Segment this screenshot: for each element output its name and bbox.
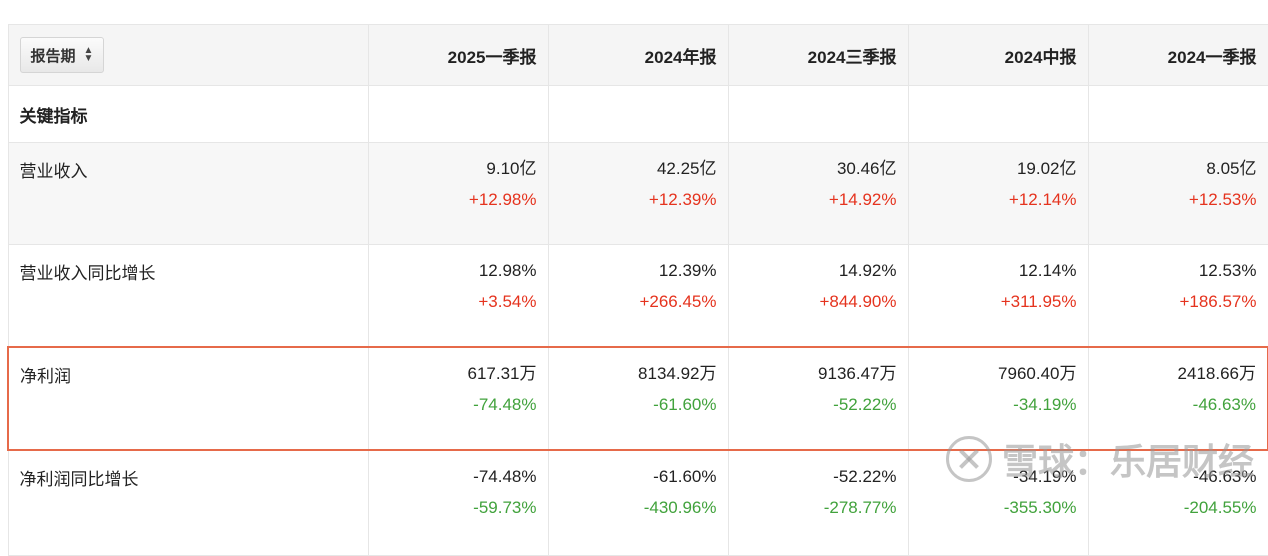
financial-indicators-table: 报告期 ▲ ▼ 2025一季报 2024年报 2024三季报 2024中报 202… [7, 24, 1268, 556]
table-cell: 12.98% +3.54% [367, 244, 549, 348]
period-header-2024q3: 2024三季报 [727, 24, 909, 86]
table-row-net-profit-yoy: 净利润同比增长 -74.48% -59.73% -61.60% -430.96% -52.… [7, 450, 1268, 556]
sort-arrows-icon: ▲ ▼ [83, 45, 94, 64]
cell-value: -52.22% [833, 467, 897, 486]
table-row-revenue: 营业收入 9.10亿 +12.98% 42.25亿 +12.39% 30.46亿 +14.9… [7, 142, 1268, 245]
table-cell: 12.53% +186.57% [1087, 244, 1268, 348]
table-cell: -52.22% -278.77% [727, 450, 909, 556]
section-label: 关键指标 [7, 85, 369, 143]
cell-change: -59.73% [473, 498, 537, 517]
cell-change: +266.45% [639, 292, 717, 311]
cell-value: 42.25亿 [656, 159, 717, 178]
cell-value: -34.19% [1013, 467, 1077, 486]
table-cell: -74.48% -59.73% [367, 450, 549, 556]
cell-change: -430.96% [643, 498, 717, 517]
period-header-2024-annual: 2024年报 [547, 24, 729, 86]
table-row-net-profit: 净利润 617.31万 -74.48% 8134.92万 -61.60% 9136.47万… [7, 346, 1268, 451]
cell-value: 12.39% [658, 261, 717, 280]
cell-change: +186.57% [1179, 292, 1257, 311]
report-period-header-cell: 报告期 ▲ ▼ [7, 24, 369, 86]
table-cell: -46.63% -204.55% [1087, 450, 1268, 556]
table-cell: -34.19% -355.30% [907, 450, 1089, 556]
table-cell: 14.92% +844.90% [727, 244, 909, 348]
cell-value: 9136.47万 [818, 364, 897, 383]
row-label: 净利润 [7, 346, 369, 451]
report-period-sort-label: 报告期 [30, 47, 76, 65]
table-cell: 7960.40万 -34.19% [907, 346, 1089, 451]
cell-value: 12.14% [1018, 261, 1077, 280]
table-cell: 42.25亿 +12.39% [547, 142, 729, 245]
table-cell: 9136.47万 -52.22% [727, 346, 909, 451]
cell-change: -34.19% [1013, 395, 1077, 414]
period-header-2024-interim: 2024中报 [907, 24, 1089, 86]
cell-change: -52.22% [833, 395, 897, 414]
cell-change: +12.53% [1188, 190, 1257, 209]
cell-change: +12.39% [648, 190, 717, 209]
cell-value: 8134.92万 [638, 364, 717, 383]
cell-value: -46.63% [1193, 467, 1257, 486]
cell-change: -46.63% [1192, 395, 1256, 414]
cell-change: +12.14% [1008, 190, 1077, 209]
cell-change: -278.77% [823, 498, 897, 517]
cell-value: 617.31万 [467, 364, 537, 383]
cell-change: -61.60% [653, 395, 717, 414]
row-label: 净利润同比增长 [7, 450, 369, 556]
header-row: 报告期 ▲ ▼ 2025一季报 2024年报 2024三季报 2024中报 202… [7, 24, 1268, 86]
report-period-sort-button[interactable]: 报告期 ▲ ▼ [19, 37, 105, 73]
table-cell: 12.14% +311.95% [907, 244, 1089, 348]
cell-change: +3.54% [478, 292, 537, 311]
table-cell: 617.31万 -74.48% [367, 346, 549, 451]
cell-change: +12.98% [468, 190, 537, 209]
cell-change: -355.30% [1003, 498, 1077, 517]
table-cell: 12.39% +266.45% [547, 244, 729, 348]
table-cell: 30.46亿 +14.92% [727, 142, 909, 245]
cell-change: -204.55% [1183, 498, 1257, 517]
table-cell: 8134.92万 -61.60% [547, 346, 729, 451]
financial-indicators-table-container: 报告期 ▲ ▼ 2025一季报 2024年报 2024三季报 2024中报 202… [7, 24, 1268, 556]
cell-value: 7960.40万 [998, 364, 1077, 383]
section-row-key-indicators: 关键指标 [7, 85, 1268, 143]
cell-change: +311.95% [1000, 292, 1077, 311]
table-cell: 19.02亿 +12.14% [907, 142, 1089, 245]
table-row-revenue-yoy: 营业收入同比增长 12.98% +3.54% 12.39% +266.45% 14.92%… [7, 244, 1268, 348]
cell-value: 14.92% [838, 261, 897, 280]
period-header-2024q1: 2024一季报 [1087, 24, 1268, 86]
cell-change: +844.90% [819, 292, 897, 311]
row-label: 营业收入同比增长 [7, 244, 369, 348]
cell-value: 12.98% [478, 261, 537, 280]
cell-value: 30.46亿 [836, 159, 897, 178]
period-header-2025q1: 2025一季报 [367, 24, 549, 86]
cell-value: 12.53% [1198, 261, 1257, 280]
cell-value: 19.02亿 [1016, 159, 1077, 178]
cell-change: +14.92% [828, 190, 897, 209]
cell-value: 2418.66万 [1177, 364, 1256, 383]
table-cell: 9.10亿 +12.98% [367, 142, 549, 245]
cell-value: -61.60% [653, 467, 717, 486]
cell-value: -74.48% [473, 467, 537, 486]
cell-change: -74.48% [473, 395, 537, 414]
table-cell: 2418.66万 -46.63% [1087, 346, 1268, 451]
cell-value: 8.05亿 [1206, 159, 1257, 178]
table-cell: -61.60% -430.96% [547, 450, 729, 556]
row-label: 营业收入 [7, 142, 369, 245]
table-cell: 8.05亿 +12.53% [1087, 142, 1268, 245]
cell-value: 9.10亿 [486, 159, 537, 178]
